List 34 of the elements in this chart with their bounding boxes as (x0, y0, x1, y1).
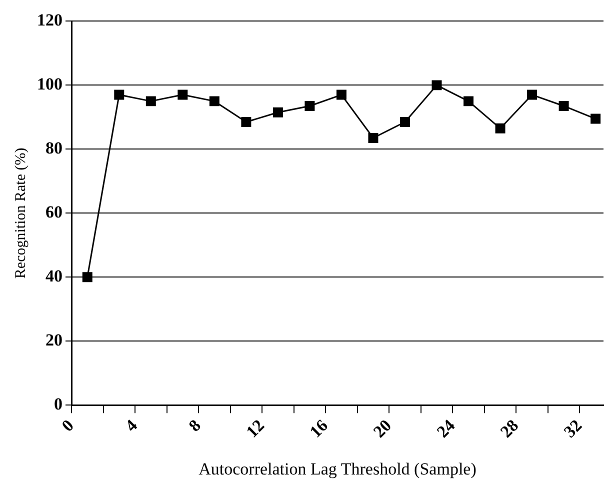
point (82, 272, 92, 282)
point (558, 100, 569, 111)
x-axis-title: Autocorrelation Lag Threshold (Sample) (198, 459, 476, 478)
point (146, 96, 156, 106)
point (527, 90, 538, 100)
point (272, 107, 283, 118)
point (304, 100, 315, 111)
point (368, 132, 378, 143)
y-tick-label: 40 (46, 266, 62, 286)
point (241, 116, 252, 127)
y-tick-label: 120 (37, 10, 62, 30)
point (432, 80, 442, 90)
x-tick-label: 32 (560, 416, 586, 442)
x-tick-label: 12 (242, 416, 268, 442)
x-tick-label: 28 (496, 416, 522, 442)
x-tick-label: 8 (185, 416, 204, 436)
x-tick-label: 16 (306, 416, 332, 442)
y-axis-title: Recognition Rate (%) (12, 148, 29, 279)
y-tick-label: 0 (54, 394, 62, 414)
point (400, 116, 410, 127)
y-tick-label: 60 (46, 202, 62, 222)
x-tick-label: 24 (433, 416, 459, 442)
point (178, 90, 188, 100)
y-tick-label: 20 (46, 330, 62, 350)
point (495, 123, 506, 134)
y-tick-label: 80 (46, 138, 62, 158)
x-tick-label: 20 (370, 416, 396, 442)
y-tick-label: 100 (37, 74, 62, 94)
point (209, 96, 220, 106)
point (464, 96, 474, 106)
point (114, 90, 124, 100)
point (590, 114, 601, 124)
x-tick-label: 4 (122, 416, 142, 436)
point (336, 90, 346, 100)
